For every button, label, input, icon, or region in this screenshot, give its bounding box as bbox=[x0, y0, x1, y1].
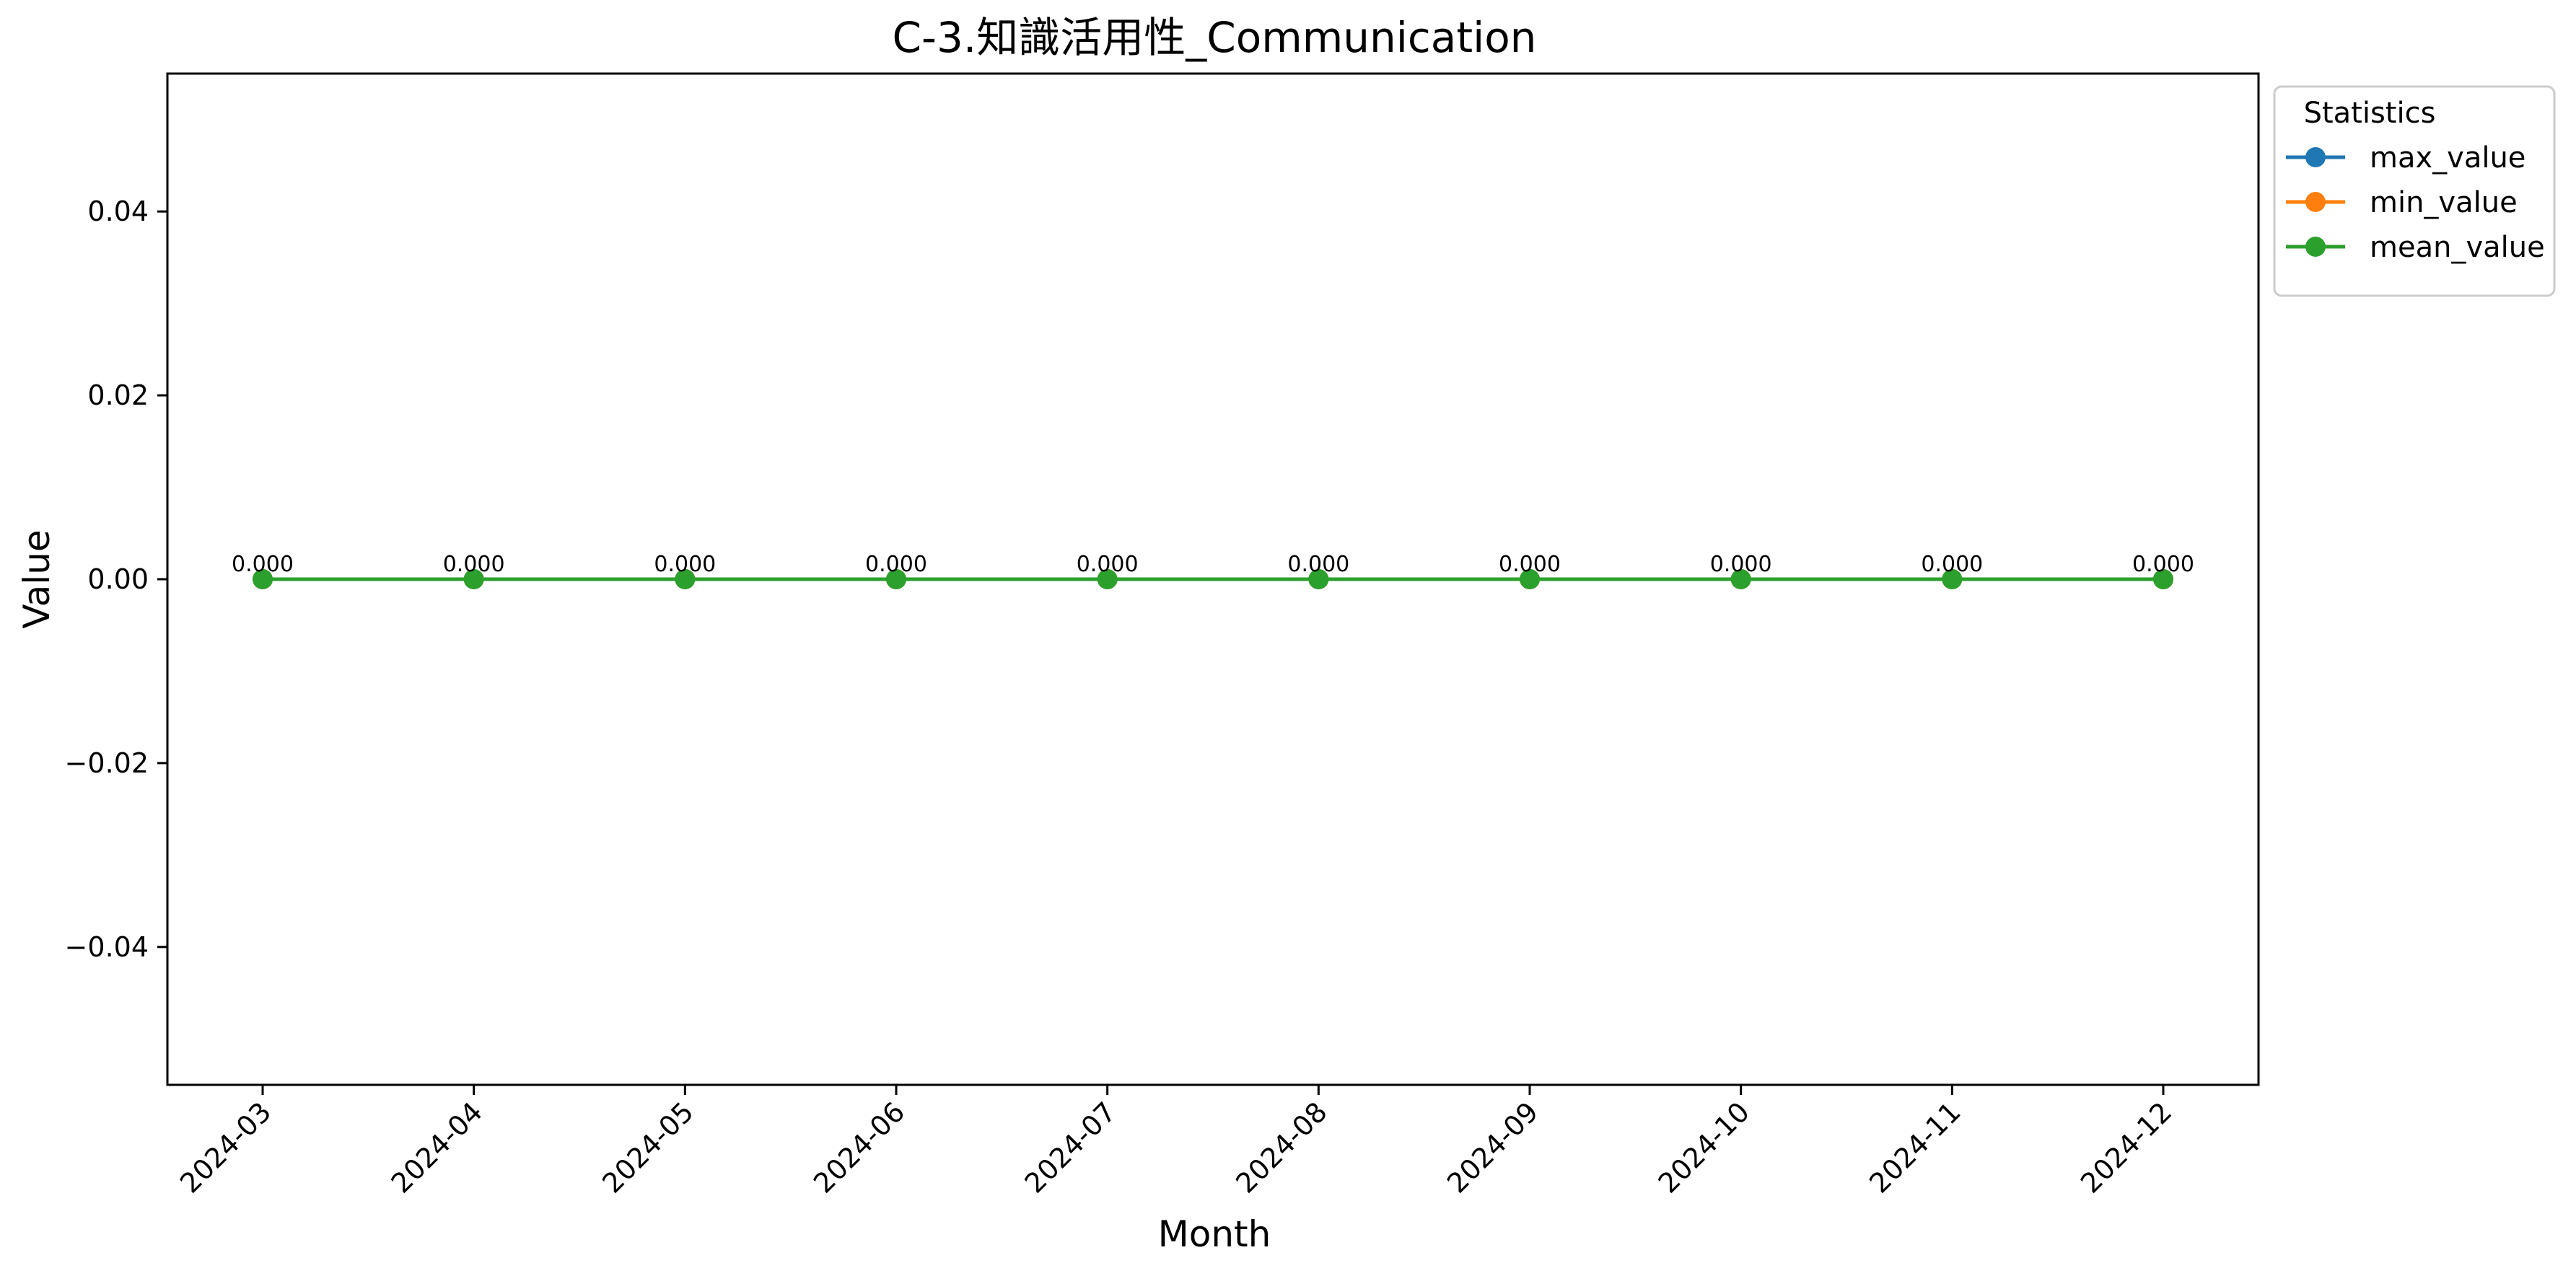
data-point-mean_value bbox=[1308, 569, 1329, 589]
x-tick-label: 2024-05 bbox=[596, 1096, 699, 1199]
x-tick-label: 2024-06 bbox=[807, 1096, 911, 1199]
legend-title: Statistics bbox=[2304, 97, 2436, 130]
y-tick-label: −0.02 bbox=[65, 747, 149, 779]
y-tick-label: −0.04 bbox=[65, 931, 149, 963]
legend: Statistics max_value min_value mean_value bbox=[2273, 85, 2556, 297]
x-axis: 2024-03 2024-04 2024-05 2024-06 2024-07 2024-… bbox=[174, 1085, 2178, 1200]
x-tick-label: 2024-07 bbox=[1019, 1096, 1122, 1199]
x-tick-label: 2024-12 bbox=[2075, 1096, 2178, 1199]
y-tick-label: 0.04 bbox=[87, 195, 149, 227]
x-tick-label: 2024-08 bbox=[1230, 1096, 1333, 1199]
legend-marker-mean_value bbox=[2305, 237, 2326, 257]
data-point-mean_value bbox=[1097, 569, 1118, 589]
legend-item-min_value: min_value bbox=[2286, 186, 2518, 219]
x-tick-label: 2024-09 bbox=[1441, 1096, 1544, 1199]
data-label: 0.000 bbox=[1077, 552, 1139, 577]
y-tick-label: 0.02 bbox=[87, 379, 149, 411]
x-axis-label: Month bbox=[1158, 1213, 1271, 1255]
legend-label-max_value: max_value bbox=[2370, 141, 2525, 175]
data-label: 0.000 bbox=[2132, 552, 2194, 577]
data-label: 0.000 bbox=[865, 552, 927, 577]
y-tick-label: 0.00 bbox=[87, 563, 149, 595]
data-point-mean_value bbox=[886, 569, 906, 589]
data-point-mean_value bbox=[1942, 569, 1963, 589]
data-label: 0.000 bbox=[654, 552, 716, 577]
data-label: 0.000 bbox=[1921, 552, 1983, 577]
x-tick-label: 2024-10 bbox=[1652, 1096, 1756, 1199]
series-layer bbox=[253, 569, 2173, 589]
data-point-mean_value bbox=[675, 569, 696, 589]
legend-box bbox=[2273, 85, 2556, 297]
data-label: 0.000 bbox=[1287, 552, 1349, 577]
legend-item-mean_value: mean_value bbox=[2286, 231, 2545, 264]
data-label: 0.000 bbox=[1710, 552, 1772, 577]
legend-marker-max_value bbox=[2305, 147, 2326, 167]
legend-marker-min_value bbox=[2305, 192, 2326, 212]
data-label: 0.000 bbox=[443, 552, 505, 577]
x-tick-label: 2024-11 bbox=[1863, 1096, 1966, 1199]
y-axis: −0.04 −0.02 0.00 0.02 0.04 bbox=[65, 195, 167, 963]
legend-label-min_value: min_value bbox=[2370, 186, 2518, 219]
x-tick-label: 2024-04 bbox=[385, 1096, 489, 1199]
data-label: 0.000 bbox=[232, 552, 294, 577]
data-label: 0.000 bbox=[1499, 552, 1561, 577]
data-point-mean_value bbox=[463, 569, 484, 589]
legend-label-mean_value: mean_value bbox=[2370, 231, 2545, 264]
chart-title: C-3.知識活用性_Communication bbox=[893, 13, 1537, 62]
data-labels: 0.000 0.000 0.000 0.000 0.000 0.000 0.000 0.000… bbox=[232, 552, 2194, 577]
data-point-mean_value bbox=[2153, 569, 2173, 589]
data-point-mean_value bbox=[1730, 569, 1751, 589]
series-mean_value bbox=[253, 569, 2173, 589]
y-axis-label: Value bbox=[16, 529, 58, 628]
legend-item-max_value: max_value bbox=[2286, 141, 2525, 175]
data-point-mean_value bbox=[1520, 569, 1540, 589]
x-tick-label: 2024-03 bbox=[174, 1096, 277, 1199]
data-point-mean_value bbox=[253, 569, 273, 589]
